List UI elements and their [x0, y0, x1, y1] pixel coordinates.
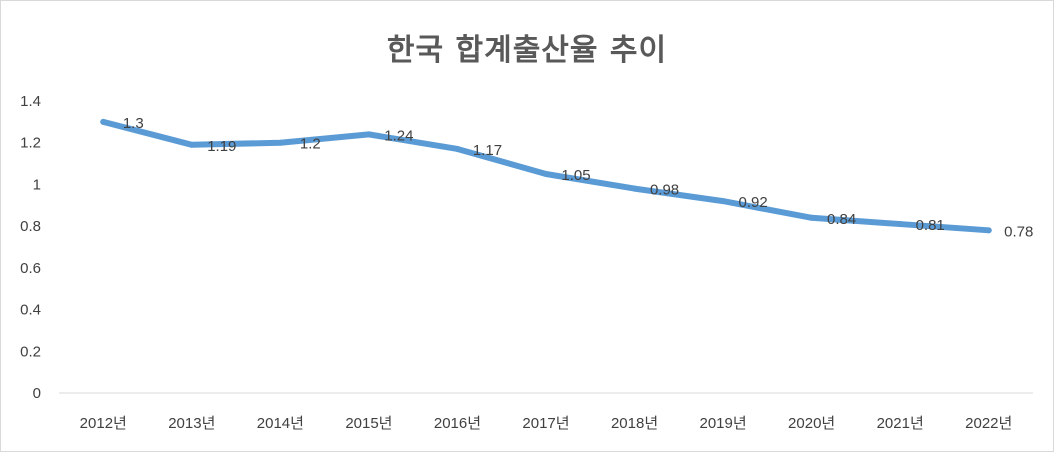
x-tick-label: 2020년 [788, 415, 835, 432]
x-tick-label: 2017년 [522, 415, 569, 432]
data-point [365, 131, 372, 138]
data-point [100, 118, 107, 125]
x-tick-label: 2019년 [700, 415, 747, 432]
data-points [100, 118, 992, 234]
data-point [631, 185, 638, 192]
data-label: 0.92 [738, 194, 767, 211]
data-point [277, 139, 284, 146]
y-tick-label: 0.8 [20, 218, 41, 235]
data-label: 0.78 [1004, 223, 1033, 240]
data-point [897, 221, 904, 228]
data-point [720, 198, 727, 205]
chart-title: 한국 합계출산율 추이 [386, 33, 668, 68]
data-label: 0.81 [916, 217, 945, 234]
y-tick-label: 1.2 [20, 135, 41, 152]
x-tick-label: 2012년 [80, 415, 127, 432]
x-tick-label: 2016년 [434, 415, 481, 432]
data-label: 0.84 [827, 211, 856, 228]
y-tick-label: 1 [33, 176, 41, 193]
data-label: 1.05 [561, 167, 590, 184]
data-label: 0.98 [650, 182, 679, 199]
x-tick-label: 2021년 [877, 415, 924, 432]
data-label: 1.2 [300, 136, 321, 153]
y-tick-label: 0.4 [20, 302, 41, 319]
y-tick-label: 0.2 [20, 343, 41, 360]
y-tick-label: 0.6 [20, 260, 41, 277]
x-tick-label: 2013년 [168, 415, 215, 432]
data-labels: 1.3 1.19 1.2 1.24 1.17 1.05 0.98 0.92 0.84 0.81 0.… [123, 115, 1033, 240]
y-axis-tick-labels: 0 0.2 0.4 0.6 0.8 1 1.2 1.4 [20, 93, 41, 402]
data-label: 1.24 [384, 127, 413, 144]
data-point [808, 214, 815, 221]
data-label: 1.19 [207, 138, 236, 155]
y-tick-label: 0 [33, 385, 41, 402]
x-tick-label: 2018년 [611, 415, 658, 432]
data-point [188, 141, 195, 148]
data-label: 1.3 [123, 115, 144, 132]
data-point [985, 227, 992, 234]
data-point [543, 171, 549, 177]
x-axis-tick-labels: 2012년 2013년 2014년 2015년 2016년 2017년 2018년 2019년… [80, 415, 1013, 432]
x-tick-label: 2015년 [345, 415, 392, 432]
data-label: 1.17 [473, 142, 502, 159]
data-point [454, 145, 461, 152]
x-tick-label: 2022년 [965, 415, 1012, 432]
y-tick-label: 1.4 [20, 93, 41, 110]
x-tick-label: 2014년 [257, 415, 304, 432]
